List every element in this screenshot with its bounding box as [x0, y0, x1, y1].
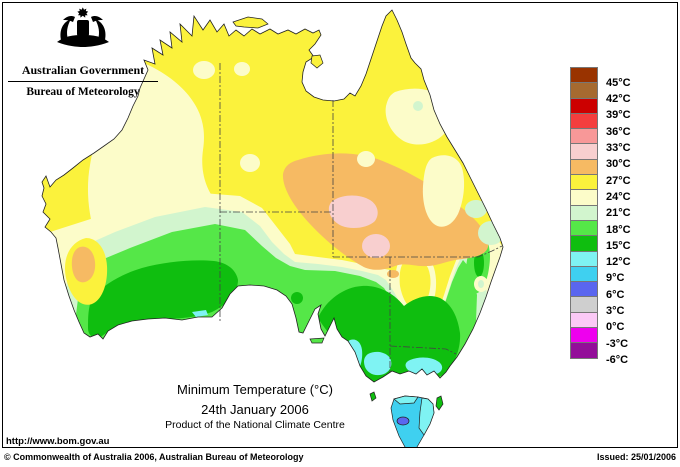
tasmania	[390, 395, 435, 447]
legend-swatch--6--3C	[570, 327, 598, 344]
legend-swatch-3-6C	[570, 281, 598, 298]
legend-label--6°C: -6°C	[606, 353, 629, 366]
region-wa-coast-sliver-9-12	[192, 310, 208, 317]
legend-swatch-39-42C	[570, 97, 598, 114]
legend-label-9°C: 9°C	[606, 272, 625, 285]
region-snowy-9-12	[405, 357, 443, 376]
legend-label-18°C: 18°C	[606, 223, 631, 236]
legend-label--3°C: -3°C	[606, 337, 629, 350]
region-riverina-dot-27-30	[387, 270, 399, 278]
region-vic-central-9-12	[364, 351, 392, 376]
region-seqld-patch1-18-21	[465, 200, 487, 218]
legend-swatch-15-18C	[570, 219, 598, 237]
state-border-nsw-vic	[389, 345, 457, 355]
map-product-line: Product of the National Climate Centre	[165, 419, 345, 431]
legend-swatch-above 45C	[570, 67, 598, 84]
region-goldfields-dot-12-15	[212, 264, 222, 272]
region-central-core1-30-33	[328, 195, 378, 229]
legend-swatch-below -6C	[570, 342, 598, 359]
state-border-qld-nsw	[333, 245, 503, 258]
legend-swatch-33-36C	[570, 128, 598, 145]
region-sw-wa-27-30	[71, 246, 96, 283]
region-nt-oval-21-24	[357, 151, 375, 167]
legend-label-42°C: 42°C	[606, 93, 631, 106]
legend-swatch-18-21C	[570, 204, 598, 221]
islands	[232, 16, 444, 411]
legend-swatch-9-12C	[570, 250, 598, 267]
region-southwest-wa-12-15	[88, 260, 238, 338]
region-seqld-patch2-18-21	[478, 221, 503, 245]
legend: 45°C 42°C 39°C 36°C 33°C 30°C 27°C 24°C 21°C 18°C…	[570, 67, 640, 366]
region-nsw-dot-18-21	[478, 280, 484, 288]
tasmania-highlands-3-6	[396, 416, 410, 426]
legend-label-3°C: 3°C	[606, 305, 625, 317]
legend-label-45°C: 45°C	[606, 76, 631, 89]
copyright-text: © Commonwealth of Australia 2006, Austra…	[4, 452, 304, 462]
map-frame	[2, 2, 678, 448]
map-date: 24th January 2006	[201, 402, 309, 417]
legend-swatch-0-3C	[570, 296, 598, 313]
island-melville	[232, 16, 269, 29]
issued-text: Issued: 25/01/2006	[596, 452, 676, 462]
legend-swatch-12-15C	[570, 235, 598, 252]
australian-coat-of-arms-icon	[57, 7, 109, 47]
legend-swatch-21-24C	[570, 189, 598, 206]
legend-label-0°C: 0°C	[606, 321, 625, 334]
state-borders	[219, 63, 503, 372]
legend-label-24°C: 24°C	[606, 190, 631, 203]
region-vic-highlands-9-12	[344, 339, 363, 374]
footer-bar: © Commonwealth of Australia 2006, Austra…	[0, 449, 680, 467]
island-kangaroo	[309, 337, 325, 344]
region-vrd-oval-21-24	[234, 62, 250, 76]
legend-swatch-42-45C	[570, 82, 598, 99]
legend-swatches	[570, 67, 640, 359]
legend-swatch-30-33C	[570, 143, 598, 160]
legend-label-27°C: 27°C	[606, 174, 631, 187]
legend-label-36°C: 36°C	[606, 125, 631, 138]
region-tanami-oval-21-24	[240, 154, 260, 172]
island-flinders	[435, 395, 444, 411]
legend-label-39°C: 39°C	[606, 109, 631, 122]
region-swqld-21-24	[422, 155, 465, 227]
island-king	[369, 391, 377, 402]
legend-label-30°C: 30°C	[606, 158, 631, 171]
government-title: Australian Government	[8, 63, 158, 82]
tasmania-north-9-12	[393, 395, 419, 405]
australia-temperature-map	[41, 9, 504, 447]
bom-url[interactable]: http://www.bom.gov.au	[6, 436, 110, 447]
region-gulf-dot-18-21	[413, 101, 423, 111]
bom-logo-block: Australian Government Bureau of Meteorol…	[8, 6, 158, 98]
legend-swatch--3-0C	[570, 311, 598, 329]
legend-swatch-6-9C	[570, 265, 598, 283]
legend-label-6°C: 6°C	[606, 288, 625, 301]
tasmania-east-9-12	[418, 397, 435, 436]
region-eyre-dot-12-15	[291, 292, 303, 304]
island-groote	[310, 54, 324, 69]
map-title: Minimum Temperature (°C)	[177, 382, 333, 397]
mainland-coastline	[41, 9, 504, 383]
legend-swatch-36-39C	[570, 112, 598, 130]
legend-label-33°C: 33°C	[606, 142, 631, 154]
region-central-core2-30-33	[362, 234, 390, 258]
legend-swatch-27-30C	[570, 158, 598, 176]
legend-label-15°C: 15°C	[606, 239, 631, 252]
legend-label-21°C: 21°C	[606, 207, 631, 220]
region-central-27-30	[282, 153, 489, 270]
legend-swatch-24-27C	[570, 174, 598, 191]
legend-label-12°C: 12°C	[606, 256, 631, 269]
map-caption: Minimum Temperature (°C) 24th January 20…	[120, 382, 390, 431]
bureau-title: Bureau of Meteorology	[26, 86, 140, 98]
region-kimberley-oval-21-24	[193, 61, 215, 79]
